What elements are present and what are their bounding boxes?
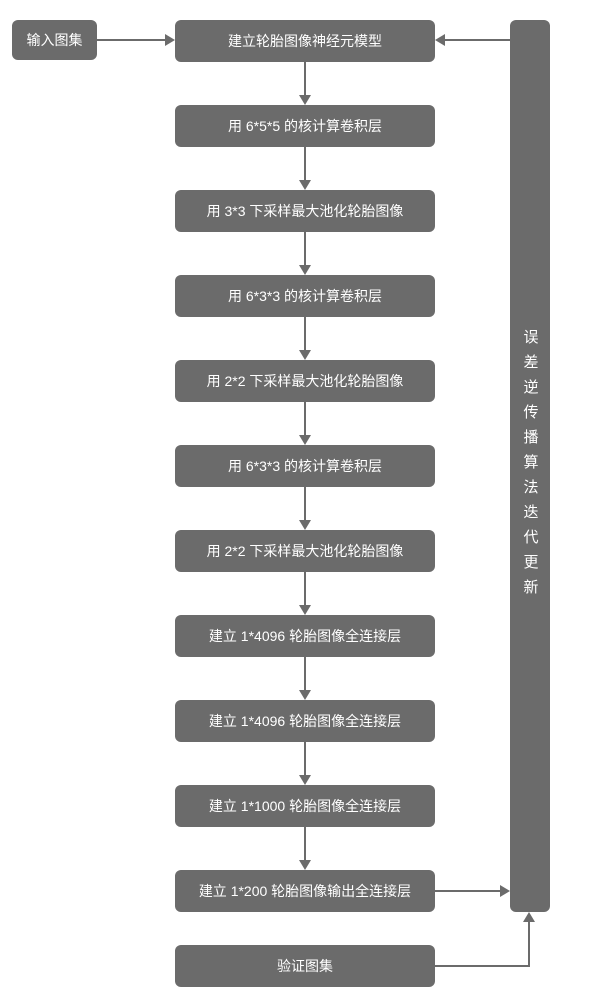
main-node-label-1: 用 6*5*5 的核计算卷积层 (228, 116, 382, 136)
main-node-5: 用 6*3*3 的核计算卷积层 (175, 445, 435, 487)
arrow-validate-up (528, 922, 530, 967)
main-node-6: 用 2*2 下采样最大池化轮胎图像 (175, 530, 435, 572)
main-node-3: 用 6*3*3 的核计算卷积层 (175, 275, 435, 317)
arrow-down-head-7 (299, 690, 311, 700)
input-label: 输入图集 (27, 30, 83, 50)
arrow-main-feedback (435, 890, 500, 892)
main-node-8: 建立 1*4096 轮胎图像全连接层 (175, 700, 435, 742)
arrow-down-0 (304, 62, 306, 95)
input-node: 输入图集 (12, 20, 97, 60)
arrow-down-head-1 (299, 180, 311, 190)
main-node-label-3: 用 6*3*3 的核计算卷积层 (228, 286, 382, 306)
arrow-down-head-3 (299, 350, 311, 360)
arrow-feedback-top-head (435, 34, 445, 46)
arrow-down-head-0 (299, 95, 311, 105)
main-node-10: 建立 1*200 轮胎图像输出全连接层 (175, 870, 435, 912)
arrow-down-6 (304, 572, 306, 605)
main-node-label-5: 用 6*3*3 的核计算卷积层 (228, 456, 382, 476)
arrow-main-feedback-head (500, 885, 510, 897)
arrow-validate-right (435, 965, 529, 967)
arrow-down-head-6 (299, 605, 311, 615)
main-node-9: 建立 1*1000 轮胎图像全连接层 (175, 785, 435, 827)
arrow-down-5 (304, 487, 306, 520)
arrow-down-head-9 (299, 860, 311, 870)
arrow-down-2 (304, 232, 306, 265)
main-node-label-8: 建立 1*4096 轮胎图像全连接层 (209, 711, 401, 731)
main-node-label-10: 建立 1*200 轮胎图像输出全连接层 (199, 881, 411, 901)
arrow-down-3 (304, 317, 306, 350)
arrow-down-head-2 (299, 265, 311, 275)
arrow-down-head-8 (299, 775, 311, 785)
arrow-down-9 (304, 827, 306, 860)
validate-node: 验证图集 (175, 945, 435, 987)
main-node-4: 用 2*2 下采样最大池化轮胎图像 (175, 360, 435, 402)
arrow-validate-head (523, 912, 535, 922)
main-node-label-7: 建立 1*4096 轮胎图像全连接层 (209, 626, 401, 646)
main-node-label-6: 用 2*2 下采样最大池化轮胎图像 (207, 541, 404, 561)
main-node-label-2: 用 3*3 下采样最大池化轮胎图像 (207, 201, 404, 221)
arrow-down-head-4 (299, 435, 311, 445)
main-node-label-9: 建立 1*1000 轮胎图像全连接层 (209, 796, 401, 816)
arrow-input-main-head (165, 34, 175, 46)
main-node-label-0: 建立轮胎图像神经元模型 (228, 31, 382, 51)
main-node-7: 建立 1*4096 轮胎图像全连接层 (175, 615, 435, 657)
main-node-2: 用 3*3 下采样最大池化轮胎图像 (175, 190, 435, 232)
arrow-down-7 (304, 657, 306, 690)
arrow-input-main (97, 39, 165, 41)
arrow-down-1 (304, 147, 306, 180)
validate-label: 验证图集 (277, 956, 333, 976)
main-node-0: 建立轮胎图像神经元模型 (175, 20, 435, 62)
arrow-feedback-top (445, 39, 510, 41)
arrow-down-4 (304, 402, 306, 435)
main-node-label-4: 用 2*2 下采样最大池化轮胎图像 (207, 371, 404, 391)
feedback-node: 误差逆传播算法迭代更新 (510, 20, 550, 912)
main-node-1: 用 6*5*5 的核计算卷积层 (175, 105, 435, 147)
arrow-down-head-5 (299, 520, 311, 530)
arrow-down-8 (304, 742, 306, 775)
feedback-label: 误差逆传播算法迭代更新 (520, 329, 541, 604)
